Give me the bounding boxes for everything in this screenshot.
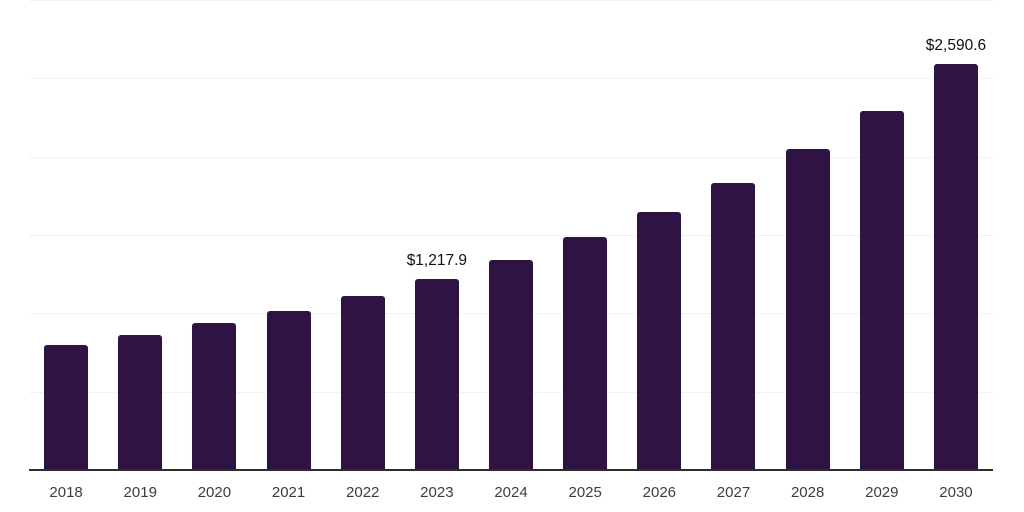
x-axis-line (29, 469, 993, 471)
bar-slot-2020 (177, 0, 251, 470)
x-tick-label-2029: 2029 (865, 484, 899, 501)
bar-slot-2018 (29, 0, 103, 470)
bar-2027 (711, 183, 756, 470)
x-tick-label-2021: 2021 (271, 484, 306, 501)
bars-container: $1,217.9 $2,590.6 (29, 0, 993, 470)
bar-slot-2021 (251, 0, 325, 470)
bar-2020 (192, 322, 237, 470)
plot-area: $1,217.9 $2,590.6 (29, 0, 993, 471)
bar-2024 (489, 260, 534, 470)
x-axis-labels: 2018 2019 2020 2021 2022 2023 2024 2025 2026 2027… (29, 484, 993, 501)
gridline-3000 (29, 0, 993, 1)
x-tick-label-2020: 2020 (197, 484, 232, 501)
bar-slot-2026 (622, 0, 696, 470)
bar-2021 (266, 311, 311, 470)
bar-slot-2024 (474, 0, 548, 470)
bar-2030 (933, 64, 978, 470)
x-tick-label-2028: 2028 (790, 484, 825, 501)
x-tick-label-2022: 2022 (346, 484, 380, 501)
bar-2026 (637, 211, 682, 470)
bar-2018 (44, 344, 89, 470)
x-tick-label-2026: 2026 (642, 484, 677, 501)
x-tick-label-2030: 2030 (939, 484, 973, 501)
bar-2022 (340, 296, 385, 470)
bar-slot-2027 (696, 0, 770, 470)
bar-2028 (785, 148, 830, 470)
data-label-2030: $2,590.6 (925, 37, 987, 55)
bar-slot-2022 (326, 0, 400, 470)
x-tick-label-2018: 2018 (49, 484, 83, 501)
gridline-2000 (29, 156, 993, 158)
x-tick-label-2024: 2024 (494, 484, 528, 501)
bar-slot-2025 (548, 0, 622, 470)
x-tick-label-2025: 2025 (568, 484, 602, 501)
x-tick-label-2027: 2027 (716, 484, 751, 501)
x-tick-label-2019: 2019 (123, 484, 157, 501)
bar-slot-2023: $1,217.9 (400, 0, 474, 470)
bar-2025 (563, 237, 608, 470)
bar-2023 (414, 279, 459, 470)
gridline-2500 (29, 78, 993, 80)
bar-slot-2029 (845, 0, 919, 470)
bar-2019 (118, 335, 163, 470)
data-label-2023: $1,217.9 (406, 252, 468, 270)
bar-slot-2028 (771, 0, 845, 470)
x-tick-label-2023: 2023 (420, 484, 454, 501)
gridline-1500 (29, 235, 993, 236)
bar-slot-2030: $2,590.6 (919, 0, 993, 470)
bar-slot-2019 (103, 0, 177, 470)
bar-2029 (859, 111, 904, 470)
